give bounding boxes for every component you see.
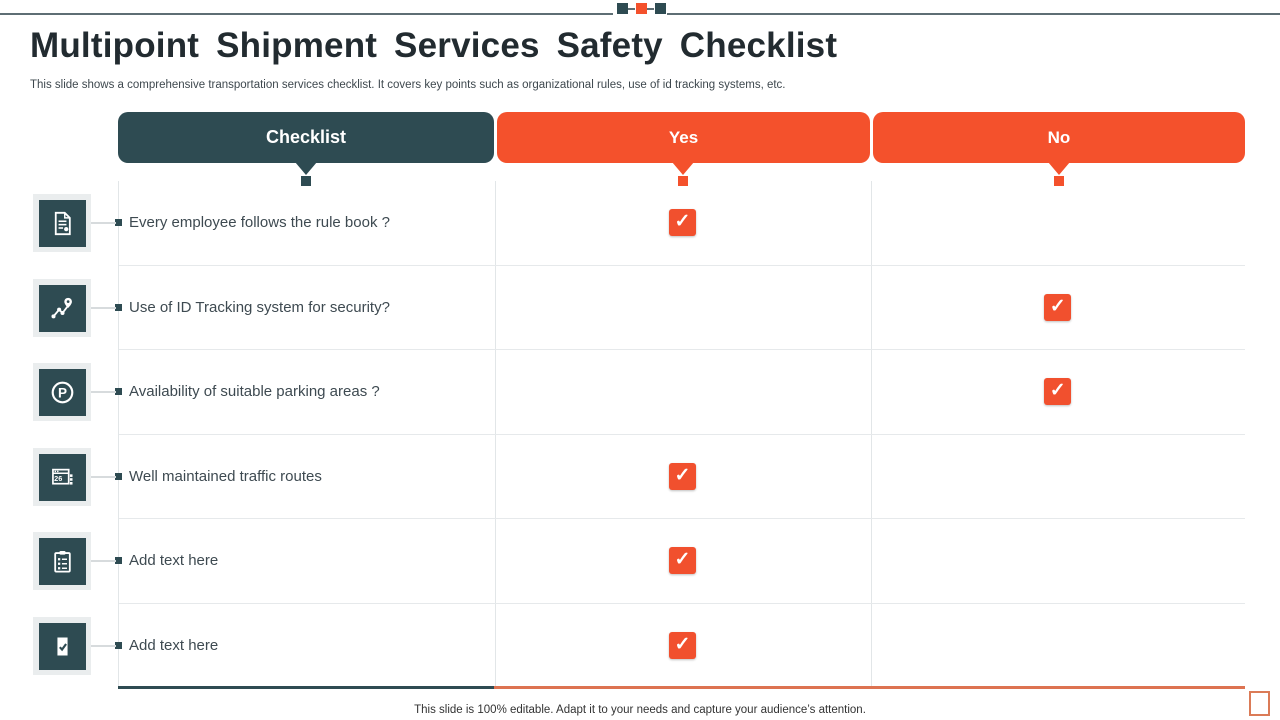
icon-connector-line <box>91 391 116 393</box>
row-label-cell: Use of ID Tracking system for security? <box>115 266 495 350</box>
row-label: Add text here <box>129 636 219 654</box>
checkbox-checked-icon[interactable]: ✓ <box>1044 378 1072 406</box>
table-row: Every employee follows the rule book ? ✓… <box>115 181 1245 266</box>
checkbox-checked-icon[interactable]: ✓ <box>669 631 696 659</box>
table-row: Use of ID Tracking system for security? … <box>115 266 1245 350</box>
route-pin-icon <box>38 284 86 332</box>
row-label-cell: Add text here <box>115 519 495 603</box>
row-label-cell: Every employee follows the rule book ? <box>115 181 495 265</box>
row-icon-frame: 26 <box>33 448 91 506</box>
check-tick: ✓ <box>674 633 691 655</box>
footer-note: This slide is 100% editable. Adapt it to… <box>414 704 866 716</box>
row-label-cell: Well maintained traffic routes <box>115 435 495 519</box>
icon-connector-line <box>91 645 116 647</box>
checkbox-checked-icon[interactable]: ✓ <box>669 547 696 575</box>
yes-cell: ✓ <box>495 435 871 519</box>
checkbox-checked-icon[interactable]: ✓ <box>669 462 696 490</box>
no-cell: ✓ <box>870 435 1245 519</box>
top-divider-line-right <box>667 13 1280 15</box>
top-decoration-square <box>636 3 647 14</box>
yes-cell: ✓ <box>495 604 871 688</box>
corner-square <box>1249 691 1270 716</box>
icon-connector-line <box>91 222 116 224</box>
no-cell: ✓ <box>870 181 1245 265</box>
top-divider-line-left <box>0 13 613 15</box>
header-yes-label: Yes <box>668 127 699 147</box>
check-tick: ✓ <box>674 211 691 233</box>
row-icon-frame <box>33 194 91 252</box>
row-label: Use of ID Tracking system for security? <box>129 298 390 316</box>
icon-connector-line <box>91 307 116 309</box>
header-pointer <box>672 162 694 175</box>
clipboard-checklist-icon <box>38 537 86 585</box>
bullet-square-icon <box>115 388 122 396</box>
row-icon-frame: P <box>33 363 91 421</box>
table-row: Add text here ✓ ✓ <box>115 604 1245 688</box>
header-yes: Yes <box>497 112 870 163</box>
header-pointer-square <box>301 176 311 186</box>
document-check-icon <box>38 622 86 670</box>
check-tick: ✓ <box>1049 380 1066 402</box>
row-label-cell: Availability of suitable parking areas ? <box>115 350 495 434</box>
checklist-table: Every employee follows the rule book ? ✓… <box>115 181 1245 688</box>
table-bottom-line-dark <box>118 686 494 689</box>
row-label: Availability of suitable parking areas ? <box>129 383 380 401</box>
yes-cell: ✓ <box>495 519 871 603</box>
row-icon-frame <box>33 617 91 675</box>
header-pointer-square <box>1054 176 1064 186</box>
checkbox-checked-icon[interactable]: ✓ <box>1044 293 1072 321</box>
top-decoration-square <box>617 3 628 14</box>
row-icon-frame <box>33 532 91 590</box>
no-cell: ✓ <box>870 266 1245 350</box>
table-bottom-line-orange <box>494 686 1245 689</box>
bullet-square-icon <box>115 641 122 649</box>
row-label: Every employee follows the rule book ? <box>129 214 390 232</box>
header-pointer <box>295 162 317 175</box>
bullet-square-icon <box>115 557 122 565</box>
header-no: No <box>873 112 1245 163</box>
header-checklist: Checklist <box>118 112 494 163</box>
table-row: Add text here ✓ ✓ <box>115 519 1245 604</box>
header-pointer-square <box>678 176 688 186</box>
bullet-square-icon <box>115 472 122 480</box>
no-cell: ✓ <box>870 604 1245 688</box>
header-no-label: No <box>1047 127 1071 147</box>
parking-icon: P <box>38 368 86 416</box>
calendar-schedule-icon: 26 <box>38 453 86 501</box>
yes-cell: ✓ <box>495 266 871 350</box>
check-tick: ✓ <box>674 464 691 486</box>
yes-cell: ✓ <box>495 181 871 265</box>
bullet-square-icon <box>115 303 122 311</box>
no-cell: ✓ <box>870 350 1245 434</box>
page-title: Multipoint Shipment Services Safety Chec… <box>30 26 838 65</box>
check-tick: ✓ <box>674 549 691 571</box>
row-label: Add text here <box>129 552 219 570</box>
top-decoration-dash <box>628 8 635 10</box>
bullet-square-icon <box>115 219 122 227</box>
yes-cell: ✓ <box>495 350 871 434</box>
top-decoration-dash <box>647 8 654 10</box>
row-label-cell: Add text here <box>115 604 495 688</box>
icon-connector-line <box>91 476 116 478</box>
top-decoration-square <box>655 3 666 14</box>
header-checklist-label: Checklist <box>265 127 347 147</box>
checkbox-checked-icon[interactable]: ✓ <box>669 209 696 237</box>
table-row: Well maintained traffic routes ✓ ✓ <box>115 435 1245 519</box>
page-subtitle: This slide shows a comprehensive transpo… <box>30 79 786 91</box>
header-pointer <box>1048 162 1070 175</box>
icon-connector-line <box>91 560 116 562</box>
svg-text:P: P <box>57 385 66 400</box>
document-icon <box>38 199 86 247</box>
no-cell: ✓ <box>870 519 1245 603</box>
row-label: Well maintained traffic routes <box>129 467 322 485</box>
table-row: Availability of suitable parking areas ?… <box>115 350 1245 435</box>
row-icon-frame <box>33 279 91 337</box>
svg-text:26: 26 <box>54 474 62 483</box>
check-tick: ✓ <box>1049 295 1066 317</box>
